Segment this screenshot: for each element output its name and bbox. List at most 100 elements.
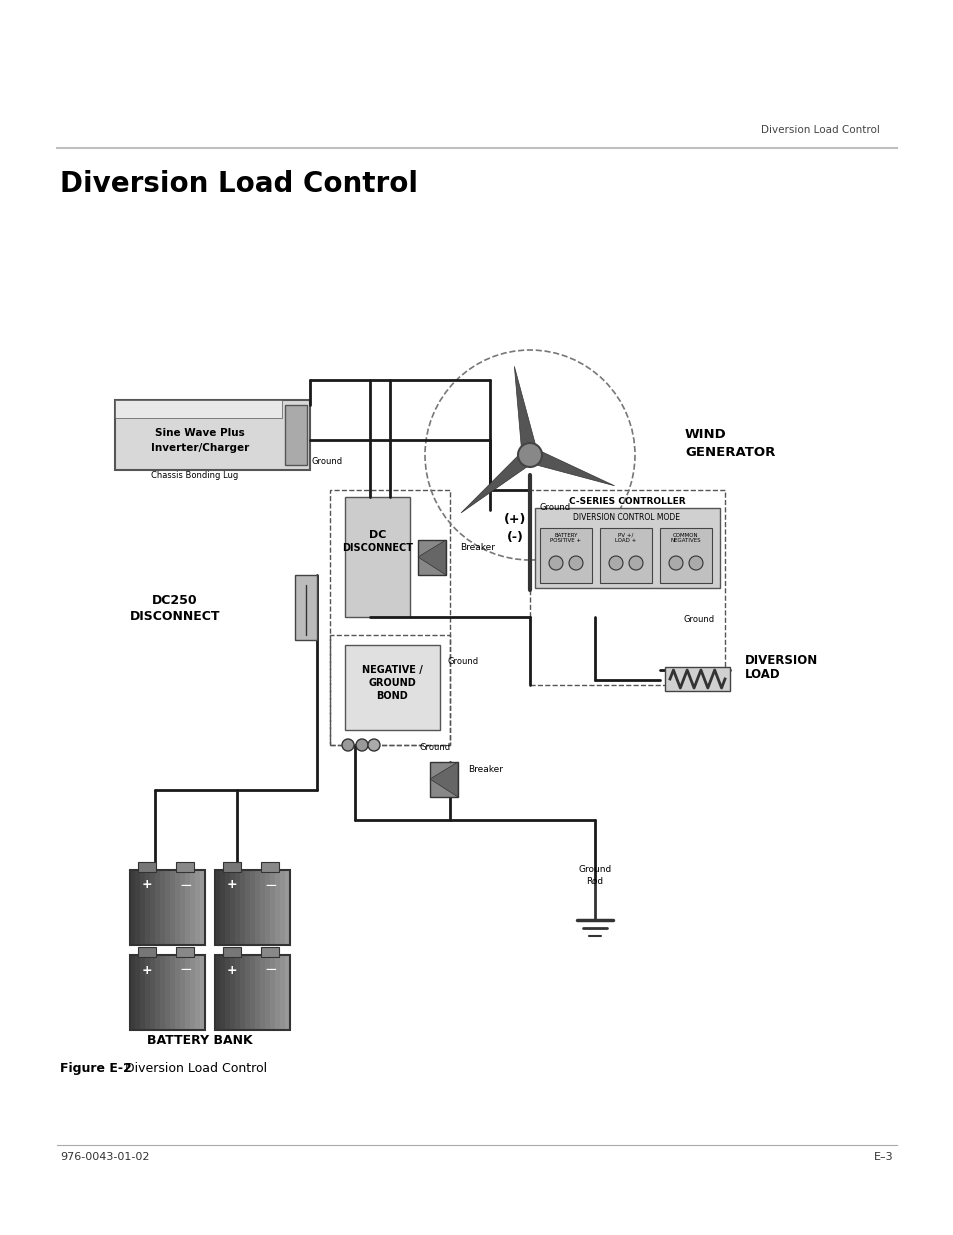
Bar [245, 869, 250, 945]
Text: GENERATOR: GENERATOR [684, 446, 775, 458]
Ellipse shape [341, 739, 354, 751]
Text: DC: DC [369, 530, 386, 540]
Bar [180, 869, 185, 945]
Bar [194, 955, 200, 1030]
Ellipse shape [608, 556, 622, 571]
Text: C-SERIES CONTROLLER: C-SERIES CONTROLLER [568, 498, 684, 506]
Ellipse shape [548, 556, 562, 571]
Bar [214, 955, 220, 1030]
Text: Ground: Ground [683, 615, 714, 625]
Bar [160, 955, 165, 1030]
Bar [175, 947, 193, 957]
Text: +: + [227, 878, 237, 892]
Bar [599, 529, 651, 583]
Bar [115, 400, 310, 471]
Text: WIND: WIND [684, 429, 726, 441]
Bar [223, 947, 241, 957]
Text: −: − [264, 962, 277, 977]
Text: −: − [179, 878, 193, 893]
Bar [140, 955, 145, 1030]
Text: Ground: Ground [578, 866, 611, 874]
Bar [135, 869, 140, 945]
Bar [230, 955, 234, 1030]
Bar [265, 869, 270, 945]
Bar [170, 869, 174, 945]
Bar [330, 490, 450, 745]
Bar [245, 955, 250, 1030]
Ellipse shape [668, 556, 682, 571]
Bar [150, 955, 154, 1030]
Bar [270, 955, 274, 1030]
Bar [130, 869, 135, 945]
Text: LOAD: LOAD [744, 668, 780, 682]
Text: Ground: Ground [419, 743, 451, 752]
Text: −: − [264, 878, 277, 893]
Bar [261, 862, 278, 872]
Bar [230, 869, 234, 945]
Bar [160, 869, 165, 945]
Bar [190, 955, 194, 1030]
Bar [130, 955, 205, 1030]
Bar [345, 496, 410, 618]
Text: DIVERSION: DIVERSION [744, 653, 818, 667]
Bar [165, 955, 170, 1030]
Bar [285, 955, 290, 1030]
Ellipse shape [568, 556, 582, 571]
Text: (+): (+) [503, 514, 526, 526]
Bar [150, 869, 154, 945]
Bar [214, 869, 220, 945]
Bar [254, 869, 260, 945]
Bar [240, 869, 245, 945]
Text: Diversion Load Control: Diversion Load Control [117, 1062, 267, 1074]
Text: Ground: Ground [539, 504, 571, 513]
Polygon shape [430, 762, 457, 797]
Bar [417, 540, 446, 576]
Bar [154, 955, 160, 1030]
Text: Chassis Bonding Lug: Chassis Bonding Lug [152, 472, 238, 480]
Text: Diversion Load Control: Diversion Load Control [60, 170, 417, 198]
Bar [280, 869, 285, 945]
Text: Sine Wave Plus: Sine Wave Plus [155, 429, 245, 438]
Ellipse shape [517, 443, 541, 467]
Text: 976-0043-01-02: 976-0043-01-02 [60, 1152, 150, 1162]
Text: BATTERY BANK: BATTERY BANK [147, 1034, 253, 1046]
Bar [200, 955, 205, 1030]
Text: BATTERY
POSITIVE +: BATTERY POSITIVE + [550, 532, 581, 543]
Text: +: + [142, 963, 152, 977]
Ellipse shape [628, 556, 642, 571]
Text: +: + [227, 963, 237, 977]
Bar [260, 869, 265, 945]
Bar [260, 955, 265, 1030]
Bar [130, 869, 205, 945]
Bar [240, 955, 245, 1030]
Bar [220, 869, 225, 945]
Polygon shape [417, 540, 446, 576]
Text: Figure E-2: Figure E-2 [60, 1062, 132, 1074]
Text: DISCONNECT: DISCONNECT [130, 610, 220, 622]
Text: Ground: Ground [312, 457, 343, 467]
Bar [130, 955, 135, 1030]
Bar [220, 955, 225, 1030]
Bar [214, 955, 290, 1030]
Bar [234, 955, 240, 1030]
Bar [285, 869, 290, 945]
Bar [250, 869, 254, 945]
Bar [664, 667, 729, 692]
Bar [659, 529, 711, 583]
Bar [539, 529, 592, 583]
Text: −: − [179, 962, 193, 977]
Text: DC250: DC250 [152, 594, 197, 606]
Polygon shape [460, 448, 535, 513]
Bar [174, 955, 180, 1030]
Bar [280, 955, 285, 1030]
Bar [180, 955, 185, 1030]
Bar [115, 400, 282, 417]
Bar [265, 955, 270, 1030]
Bar [185, 955, 190, 1030]
Bar [274, 869, 280, 945]
Bar [225, 955, 230, 1030]
Bar [234, 869, 240, 945]
Bar [170, 955, 174, 1030]
Text: Inverter/Charger: Inverter/Charger [151, 443, 249, 453]
Text: Ground: Ground [448, 657, 478, 667]
